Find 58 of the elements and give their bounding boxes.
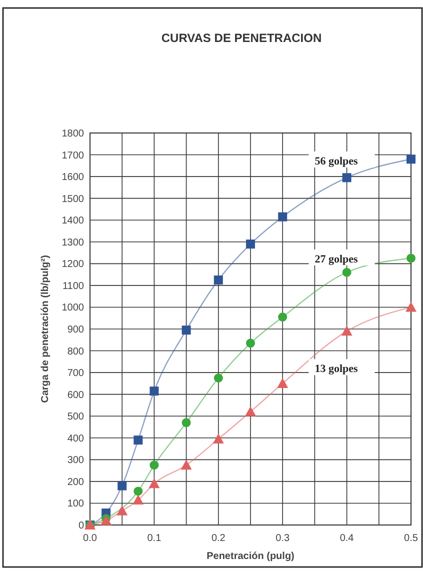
x-tick-label: 0.2 [211, 533, 226, 544]
y-tick-label: 1600 [62, 172, 84, 184]
point [180, 460, 192, 470]
point [132, 494, 144, 504]
point [100, 515, 112, 526]
series-label: 56 golpes [314, 155, 359, 168]
point [277, 378, 288, 388]
y-tick-label: 600 [67, 390, 84, 401]
y-tick-label: 800 [67, 346, 84, 358]
y-tick-label: 200 [67, 476, 84, 488]
y-tick-label: 700 [67, 368, 84, 380]
point [246, 240, 255, 249]
y-tick-label: 900 [67, 324, 84, 336]
point [342, 268, 352, 277]
point [116, 505, 128, 516]
y-tick-label: 500 [67, 412, 84, 423]
point [245, 406, 256, 416]
point [341, 326, 352, 336]
point [406, 254, 416, 263]
point [150, 386, 159, 396]
point [148, 478, 160, 488]
point [278, 212, 288, 222]
series-label: 13 golpes [314, 363, 359, 376]
point [214, 374, 223, 382]
point [278, 312, 288, 322]
x-tick-label: 0.4 [340, 533, 354, 544]
point [342, 173, 352, 182]
point [150, 460, 159, 470]
y-tick-label: 400 [67, 433, 84, 444]
point [118, 481, 127, 490]
chart-title: CURVAS DE PENETRACION [161, 31, 322, 45]
point [406, 154, 416, 164]
y-tick-label: 0 [78, 520, 84, 532]
y-tick-label: 300 [67, 455, 84, 466]
x-tick-label: 0.1 [147, 533, 162, 544]
point [214, 276, 223, 284]
y-tick-label: 100 [67, 498, 84, 510]
y-tick-label: 1500 [62, 194, 84, 205]
x-axis-title: Penetración (pulg) [206, 551, 294, 562]
y-tick-label: 1400 [62, 216, 84, 227]
x-tick-label: 0.5 [404, 533, 418, 544]
point [182, 418, 191, 428]
point [406, 302, 416, 312]
point [212, 433, 224, 444]
y-axis-title: Carga de penetración (lb/pulg²) [40, 255, 51, 403]
point [246, 338, 255, 348]
series-label: 27 golpes [314, 253, 359, 266]
y-tick-label: 1700 [62, 150, 84, 162]
y-tick-label: 1300 [62, 237, 84, 248]
point [134, 436, 143, 445]
x-tick-label: 0.3 [276, 533, 290, 544]
y-tick-label: 1800 [62, 128, 84, 140]
y-tick-label: 1100 [62, 280, 84, 292]
point [134, 486, 143, 496]
y-tick-label: 1200 [62, 259, 84, 270]
point [182, 326, 191, 335]
y-tick-label: 1000 [62, 302, 84, 314]
x-tick-label: 0.0 [83, 533, 98, 544]
